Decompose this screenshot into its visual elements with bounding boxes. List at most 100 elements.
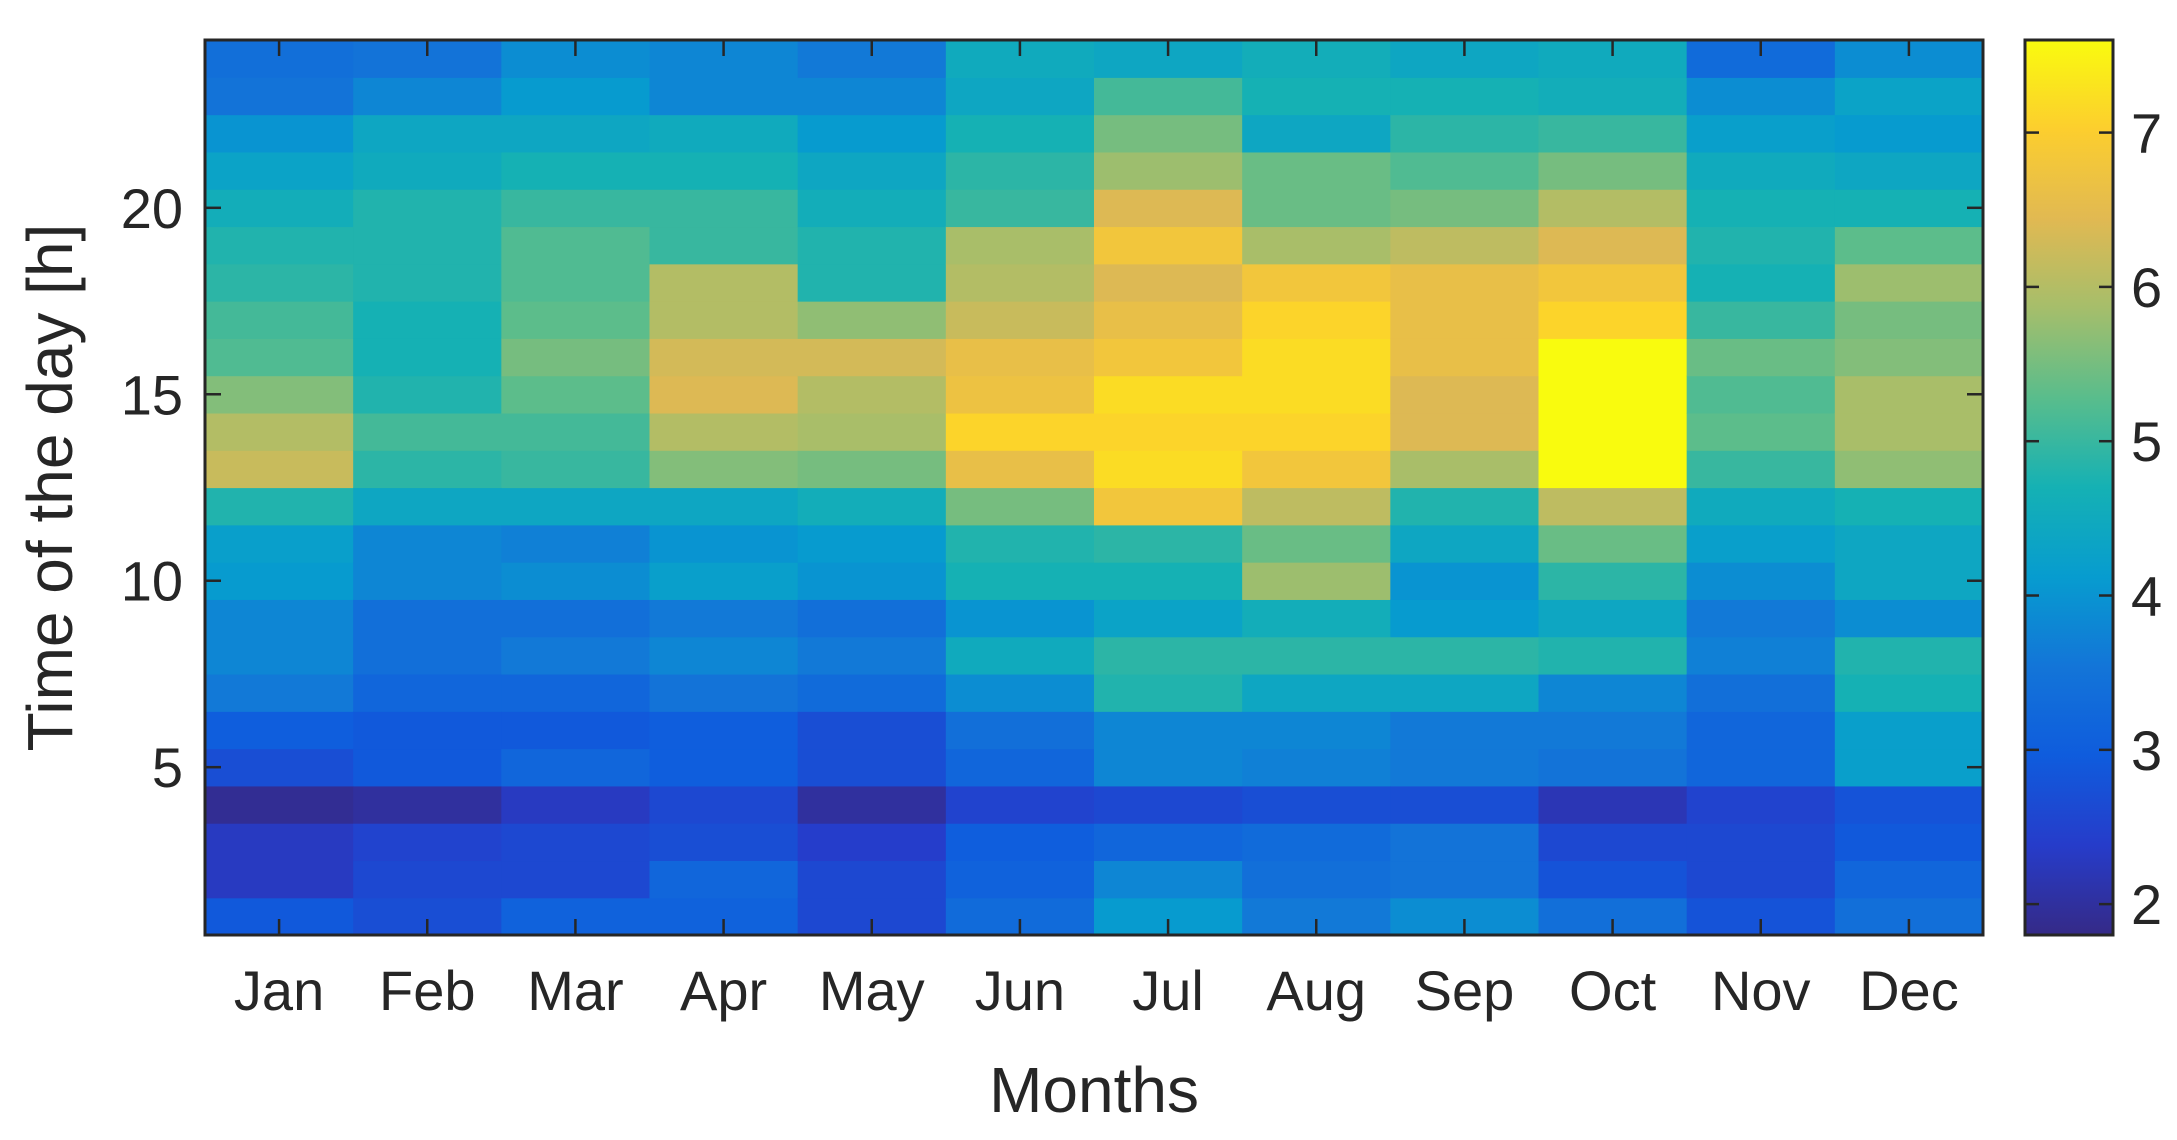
heatmap-cell [1390,263,1540,302]
heatmap-cell [1834,823,1984,862]
heatmap-cell [205,562,354,600]
heatmap-cell [1686,412,1836,451]
heatmap-cell [501,450,651,489]
heatmap-cell [1834,151,1984,190]
heatmap-cell [1094,562,1243,600]
heatmap-cell [1834,860,1984,899]
heatmap-cell [1094,673,1243,712]
heatmap-cell [1686,524,1836,563]
heatmap-cell [1242,301,1391,339]
heatmap-cell [501,562,651,600]
heatmap-cell [945,114,1095,153]
heatmap-cell [1390,114,1540,153]
heatmap-cell [205,711,354,750]
heatmap-cell [1834,711,1984,750]
heatmap-cell [1834,450,1984,489]
heatmap-cell [1094,338,1243,377]
heatmap-cell [353,823,502,862]
heatmap-cell [945,860,1095,899]
heatmap-cell [649,77,799,116]
heatmap-cell [1686,338,1836,377]
heatmap-cell [1390,189,1540,228]
heatmap-cell [1094,375,1243,414]
heatmap-cell [1242,823,1391,862]
heatmap-cell [1390,226,1540,265]
heatmap-cell [1686,151,1836,190]
heatmap-cell [1538,301,1688,339]
heatmap-cell [1094,226,1243,265]
heatmap-cell [649,226,799,265]
heatmap-cell [353,636,502,675]
heatmap-cell [1686,450,1836,489]
heatmap-cell [353,338,502,377]
heatmap-cell [797,636,947,675]
x-tick-label: Jul [1132,959,1204,1022]
x-tick-label: Dec [1859,959,1959,1022]
heatmap-cell [1094,524,1243,563]
heatmap-cell [353,673,502,712]
heatmap-cell [1094,189,1243,228]
heatmap-cell [501,487,651,526]
heatmap-cell [797,375,947,414]
heatmap-cell [1538,860,1688,899]
heatmap-cell [1538,77,1688,116]
heatmap-cell [1834,77,1984,116]
heatmap-cell [1686,263,1836,302]
heatmap-cell [1538,189,1688,228]
heatmap-cell [1538,375,1688,414]
heatmap-cell [1538,226,1688,265]
heatmap-cell [1094,636,1243,675]
heatmap-cell [353,375,502,414]
heatmap-cell [501,375,651,414]
heatmap-cell [1242,263,1391,302]
heatmap-cell [1242,412,1391,451]
x-tick-label: Nov [1711,959,1811,1022]
heatmap-cell [945,599,1095,638]
heatmap-cell [1834,412,1984,451]
heatmap-cell [1094,823,1243,862]
heatmap-cell [1094,114,1243,153]
heatmap-cell [1686,375,1836,414]
heatmap-cell [1390,151,1540,190]
heatmap-cell [1242,450,1391,489]
heatmap-cell [1538,487,1688,526]
y-tick-label: 5 [152,736,183,799]
heatmap-cell [1242,114,1391,153]
colorbar-tick-label: 5 [2131,410,2162,473]
heatmap-cell [1094,77,1243,116]
heatmap-cell [1390,599,1540,638]
heatmap-cell [205,487,354,526]
heatmap-cell [205,301,354,339]
heatmap-cell [1834,562,1984,600]
heatmap-cell [649,636,799,675]
heatmap-cell [1242,785,1391,824]
x-tick-label: Apr [680,959,767,1022]
heatmap-cell [1834,301,1984,339]
heatmap-cell [353,301,502,339]
heatmap-cell [501,673,651,712]
heatmap-cell [205,636,354,675]
heatmap-cell [945,673,1095,712]
heatmap-cell [501,301,651,339]
heatmap-cell [501,860,651,899]
heatmap-cell [945,636,1095,675]
heatmap-cell [797,77,947,116]
heatmap-cell [945,189,1095,228]
heatmap-cell [1094,748,1243,787]
heatmap-cell [945,450,1095,489]
heatmap-cell [1538,338,1688,377]
heatmap-cell [1390,823,1540,862]
heatmap-cell [649,711,799,750]
heatmap-cell [649,114,799,153]
colorbar-tick-label: 4 [2131,565,2162,628]
heatmap-cell [1390,338,1540,377]
heatmap-cell [797,226,947,265]
heatmap-cell [1538,263,1688,302]
heatmap-cell [1390,636,1540,675]
heatmap-cell [205,450,354,489]
heatmap-cell [1686,562,1836,600]
heatmap-cell [501,151,651,190]
x-tick-label: Sep [1415,959,1515,1022]
heatmap-cell [1686,114,1836,153]
